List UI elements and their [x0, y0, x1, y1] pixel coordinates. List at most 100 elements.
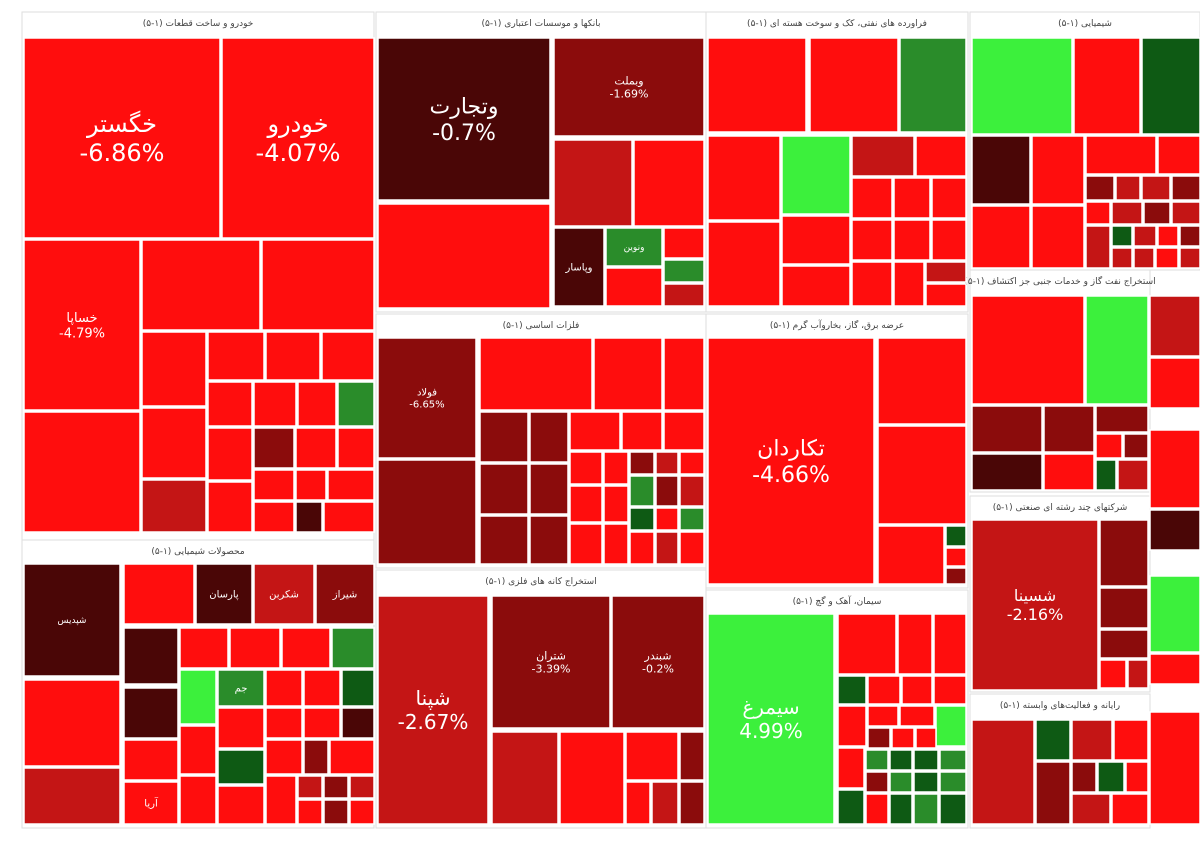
stock-cell[interactable]	[663, 337, 705, 411]
stock-cell[interactable]: شسینا-2.16%	[971, 519, 1099, 691]
stock-cell-rect[interactable]	[1111, 225, 1133, 247]
stock-cell-rect[interactable]	[377, 203, 551, 309]
stock-cell-rect[interactable]	[605, 227, 663, 267]
stock-cell-rect[interactable]	[837, 675, 867, 705]
stock-cell[interactable]	[1111, 247, 1133, 269]
stock-cell-rect[interactable]	[867, 705, 899, 727]
stock-cell[interactable]	[303, 739, 329, 775]
stock-cell[interactable]	[931, 177, 967, 219]
stock-cell[interactable]: شیراز	[315, 563, 375, 625]
stock-cell[interactable]	[217, 707, 265, 749]
stock-cell[interactable]	[303, 669, 341, 707]
stock-cell[interactable]	[913, 771, 939, 793]
stock-cell-rect[interactable]	[529, 411, 569, 463]
stock-cell-rect[interactable]	[1031, 135, 1085, 205]
stock-cell[interactable]	[253, 501, 295, 533]
stock-cell[interactable]	[1157, 135, 1200, 175]
stock-cell[interactable]	[1179, 247, 1200, 269]
stock-cell-rect[interactable]	[663, 259, 705, 283]
stock-cell-rect[interactable]	[915, 135, 967, 177]
stock-cell[interactable]	[945, 525, 967, 547]
stock-cell[interactable]	[337, 427, 375, 469]
stock-cell-rect[interactable]	[349, 775, 375, 799]
stock-cell-rect[interactable]	[901, 675, 933, 705]
stock-cell-rect[interactable]	[315, 563, 375, 625]
stock-cell[interactable]	[265, 331, 321, 381]
stock-cell-rect[interactable]	[837, 789, 865, 825]
stock-cell[interactable]	[179, 775, 217, 825]
stock-cell-rect[interactable]	[253, 563, 315, 625]
stock-cell[interactable]	[865, 771, 889, 793]
stock-cell-rect[interactable]	[1085, 225, 1111, 269]
stock-cell[interactable]	[621, 411, 663, 451]
stock-cell-rect[interactable]	[913, 793, 939, 825]
stock-cell[interactable]	[707, 135, 781, 221]
stock-cell-rect[interactable]	[295, 501, 323, 533]
stock-cell[interactable]	[971, 453, 1043, 491]
stock-cell-rect[interactable]	[889, 771, 913, 793]
stock-cell-rect[interactable]	[851, 261, 893, 307]
stock-cell-rect[interactable]	[1141, 175, 1171, 201]
stock-cell[interactable]	[915, 727, 937, 749]
stock-cell[interactable]	[1149, 575, 1200, 653]
stock-cell-rect[interactable]	[377, 337, 477, 459]
stock-cell[interactable]	[569, 523, 603, 565]
stock-cell[interactable]	[679, 731, 705, 781]
stock-cell[interactable]	[605, 267, 663, 307]
stock-cell-rect[interactable]	[341, 669, 375, 707]
stock-cell[interactable]	[1111, 201, 1143, 225]
stock-cell-rect[interactable]	[1043, 405, 1095, 453]
stock-cell[interactable]	[939, 771, 967, 793]
stock-cell[interactable]	[707, 37, 807, 133]
stock-cell-rect[interactable]	[707, 337, 875, 585]
stock-cell[interactable]	[933, 613, 967, 675]
stock-cell[interactable]	[889, 771, 913, 793]
stock-cell-rect[interactable]	[891, 727, 915, 749]
stock-cell[interactable]	[207, 331, 265, 381]
stock-cell-rect[interactable]	[603, 485, 629, 523]
stock-cell-rect[interactable]	[629, 451, 655, 475]
stock-cell[interactable]	[593, 337, 663, 411]
stock-cell[interactable]	[529, 515, 569, 565]
stock-cell[interactable]	[529, 463, 569, 515]
stock-cell-rect[interactable]	[553, 227, 605, 307]
stock-cell[interactable]	[655, 531, 679, 565]
stock-cell[interactable]	[327, 469, 375, 501]
stock-cell[interactable]	[629, 507, 655, 531]
stock-cell-rect[interactable]	[123, 781, 179, 825]
stock-cell-rect[interactable]	[1123, 433, 1149, 459]
stock-cell-rect[interactable]	[971, 405, 1043, 453]
stock-cell[interactable]: شبندر-0.2%	[611, 595, 705, 729]
stock-cell[interactable]	[1127, 659, 1149, 689]
stock-cell-rect[interactable]	[867, 727, 891, 749]
stock-cell[interactable]	[931, 219, 967, 261]
stock-cell-rect[interactable]	[679, 781, 705, 825]
stock-cell[interactable]	[971, 205, 1031, 269]
stock-cell[interactable]	[1117, 459, 1149, 491]
stock-cell-rect[interactable]	[877, 337, 967, 425]
stock-cell-rect[interactable]	[1111, 793, 1149, 825]
stock-cell-rect[interactable]	[1095, 459, 1117, 491]
stock-cell[interactable]	[899, 705, 935, 727]
stock-cell[interactable]	[377, 203, 551, 309]
stock-cell[interactable]	[1179, 225, 1200, 247]
stock-cell[interactable]	[1149, 711, 1200, 825]
stock-cell[interactable]	[1031, 205, 1085, 269]
stock-cell[interactable]	[663, 259, 705, 283]
stock-cell-rect[interactable]	[877, 525, 945, 585]
stock-cell[interactable]	[897, 613, 933, 675]
stock-cell[interactable]	[603, 523, 629, 565]
stock-cell[interactable]	[123, 687, 179, 739]
stock-cell[interactable]	[893, 261, 925, 307]
stock-cell-rect[interactable]	[229, 627, 281, 669]
stock-cell[interactable]	[323, 799, 349, 825]
stock-cell[interactable]	[23, 679, 121, 767]
stock-cell-rect[interactable]	[867, 675, 901, 705]
stock-cell-rect[interactable]	[23, 767, 121, 825]
stock-cell[interactable]	[1043, 405, 1095, 453]
stock-cell[interactable]	[1071, 793, 1111, 825]
stock-cell[interactable]	[781, 135, 851, 215]
stock-cell[interactable]: خگستر-6.86%	[23, 37, 221, 239]
stock-cell-rect[interactable]	[217, 669, 265, 707]
stock-cell[interactable]	[1111, 793, 1149, 825]
